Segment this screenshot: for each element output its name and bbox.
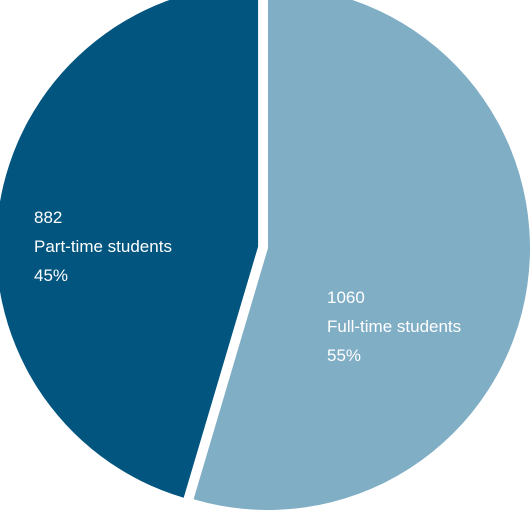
part-time-value: 882 [34, 208, 62, 227]
pie-slices [0, 0, 530, 510]
pie-slice-full-time [193, 0, 530, 510]
part-time-percent: 45% [34, 266, 68, 285]
pie-labels: 882 Part-time students 45% 1060 Full-tim… [34, 208, 461, 365]
part-time-label: Part-time students [34, 237, 172, 256]
slice-label-full-time: 1060 Full-time students 55% [327, 288, 461, 365]
slice-label-part-time: 882 Part-time students 45% [34, 208, 172, 285]
full-time-percent: 55% [327, 346, 361, 365]
full-time-label: Full-time students [327, 317, 461, 336]
pie-slice-part-time [0, 0, 259, 498]
full-time-value: 1060 [327, 288, 365, 307]
